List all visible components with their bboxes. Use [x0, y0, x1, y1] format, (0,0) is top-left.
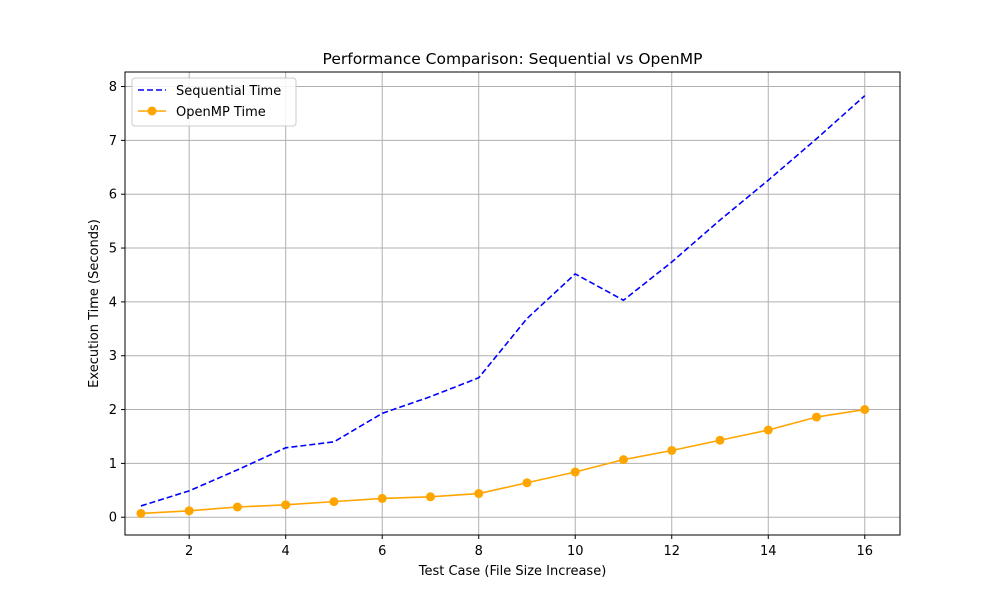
y-axis-label: Execution Time (Seconds)	[87, 219, 102, 388]
legend-marker-openmp	[147, 106, 157, 116]
y-tick-label: 0	[109, 511, 117, 526]
y-tick-label: 4	[109, 295, 117, 310]
series-line-sequential-time	[140, 95, 866, 507]
x-tick-label: 6	[378, 544, 386, 559]
legend-box	[131, 77, 297, 127]
x-tick-label: 4	[282, 544, 290, 559]
y-tick-label: 6	[109, 188, 117, 203]
y-tick-label: 1	[109, 457, 117, 472]
y-tick-label: 2	[109, 403, 117, 418]
chart-title: Performance Comparison: Sequential vs Op…	[323, 50, 703, 68]
x-tick-label: 8	[475, 544, 483, 559]
data-point-openmp-time	[812, 412, 822, 422]
y-tick-label: 7	[109, 134, 117, 149]
data-point-openmp-time	[425, 492, 435, 502]
data-point-openmp-time	[136, 508, 146, 518]
data-point-openmp-time	[522, 478, 532, 488]
grid	[125, 72, 900, 535]
data-point-openmp-time	[232, 502, 242, 512]
x-tick-label: 2	[185, 544, 193, 559]
data-point-openmp-time	[377, 493, 387, 503]
x-axis-label: Test Case (File Size Increase)	[418, 564, 607, 579]
y-tick-label: 5	[109, 242, 117, 257]
data-point-openmp-time	[860, 405, 870, 415]
data-point-openmp-time	[715, 435, 725, 445]
plot-background	[125, 72, 900, 535]
data-point-openmp-time	[570, 467, 580, 477]
data-point-openmp-time	[667, 445, 677, 455]
series-layer	[136, 95, 870, 518]
data-point-openmp-time	[763, 425, 773, 435]
x-tick-label: 16	[856, 544, 873, 559]
x-tick-label: 10	[567, 544, 584, 559]
legend-label-sequential: Sequential Time	[176, 84, 281, 99]
plot-frame	[124, 71, 901, 536]
series-line-openmp-time	[140, 408, 865, 515]
legend: Sequential Time OpenMP Time	[131, 77, 297, 127]
data-point-openmp-time	[474, 489, 484, 499]
x-tick-label: 14	[760, 544, 777, 559]
y-tick-label: 8	[109, 80, 117, 95]
data-point-openmp-time	[281, 500, 291, 510]
y-tick-label: 3	[109, 349, 117, 364]
data-point-openmp-time	[184, 506, 194, 516]
x-tick-label: 12	[663, 544, 680, 559]
legend-label-openmp: OpenMP Time	[176, 105, 266, 120]
data-point-openmp-time	[618, 455, 628, 465]
data-point-openmp-time	[329, 497, 339, 507]
